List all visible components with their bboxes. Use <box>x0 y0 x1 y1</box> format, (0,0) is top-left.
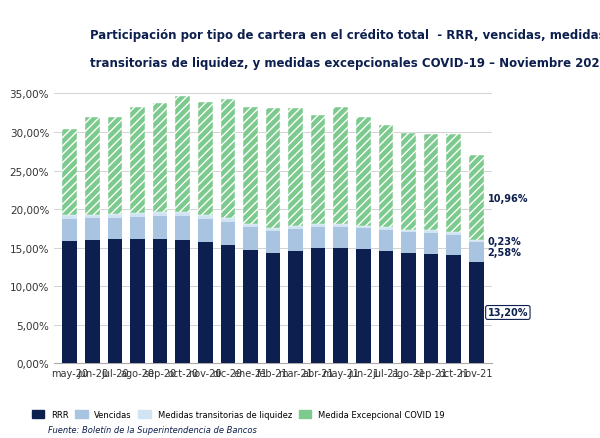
Bar <box>356 250 371 364</box>
Bar <box>469 242 484 262</box>
Bar <box>221 223 235 246</box>
Text: Fuente: Boletín de la Superintendencia de Bancos: Fuente: Boletín de la Superintendencia d… <box>48 424 257 434</box>
Bar <box>62 219 77 241</box>
Legend: RRR, Vencidas, Medidas transitorias de liquidez, Medida Excepcional COVID 19: RRR, Vencidas, Medidas transitorias de l… <box>28 406 448 422</box>
Bar <box>424 134 439 231</box>
Bar <box>85 215 100 219</box>
Bar <box>334 108 348 225</box>
Text: 13,20%: 13,20% <box>488 308 528 318</box>
Bar <box>379 251 393 364</box>
Bar <box>266 231 280 254</box>
Bar <box>266 109 280 229</box>
Bar <box>221 246 235 364</box>
Bar <box>153 240 167 364</box>
Bar <box>85 219 100 240</box>
Bar <box>85 117 100 215</box>
Bar <box>198 219 212 243</box>
Text: Participación por tipo de cartera en el crédito total  - RRR, vencidas, medidas: Participación por tipo de cartera en el … <box>90 29 600 42</box>
Bar <box>311 249 325 364</box>
Bar <box>288 109 303 227</box>
Text: transitorias de liquidez, y medidas excepcionales COVID-19 – Noviembre 2021: transitorias de liquidez, y medidas exce… <box>90 57 600 70</box>
Bar <box>401 134 416 230</box>
Bar <box>221 99 235 219</box>
Bar <box>221 219 235 223</box>
Bar <box>175 216 190 240</box>
Bar <box>153 216 167 240</box>
Bar <box>62 241 77 364</box>
Bar <box>424 254 439 364</box>
Bar <box>130 240 145 364</box>
Bar <box>198 216 212 219</box>
Bar <box>424 231 439 233</box>
Bar <box>198 102 212 216</box>
Bar <box>266 229 280 231</box>
Bar <box>288 251 303 364</box>
Bar <box>469 156 484 240</box>
Bar <box>334 248 348 364</box>
Text: 10,96%: 10,96% <box>488 193 528 203</box>
Bar <box>175 240 190 364</box>
Bar <box>175 96 190 213</box>
Bar <box>288 230 303 251</box>
Bar <box>401 230 416 233</box>
Bar <box>243 225 258 227</box>
Bar <box>243 108 258 225</box>
Bar <box>153 213 167 216</box>
Text: 2,58%: 2,58% <box>488 247 521 257</box>
Bar <box>266 254 280 364</box>
Bar <box>175 213 190 216</box>
Bar <box>446 256 461 364</box>
Bar <box>107 218 122 240</box>
Bar <box>356 229 371 250</box>
Bar <box>85 240 100 364</box>
Bar <box>401 233 416 254</box>
Text: 13,20%: 13,20% <box>488 308 528 318</box>
Bar <box>379 228 393 230</box>
Bar <box>311 115 325 225</box>
Bar <box>379 126 393 228</box>
Bar <box>446 232 461 235</box>
Bar <box>130 108 145 213</box>
Bar <box>424 233 439 254</box>
Bar <box>107 240 122 364</box>
Bar <box>311 227 325 249</box>
Bar <box>153 103 167 213</box>
Bar <box>356 118 371 226</box>
Bar <box>446 134 461 232</box>
Bar <box>243 251 258 364</box>
Bar <box>130 217 145 240</box>
Bar <box>334 227 348 248</box>
Bar <box>469 262 484 364</box>
Text: 0,23%: 0,23% <box>488 236 521 246</box>
Bar <box>356 226 371 229</box>
Bar <box>379 230 393 251</box>
Bar <box>334 225 348 227</box>
Bar <box>62 130 77 216</box>
Bar <box>446 235 461 256</box>
Bar <box>130 213 145 217</box>
Bar <box>107 117 122 214</box>
Bar <box>288 227 303 230</box>
Bar <box>469 240 484 242</box>
Bar <box>311 225 325 227</box>
Bar <box>62 216 77 219</box>
Bar <box>198 243 212 364</box>
Bar <box>243 227 258 251</box>
Bar <box>401 254 416 364</box>
Bar <box>107 214 122 218</box>
